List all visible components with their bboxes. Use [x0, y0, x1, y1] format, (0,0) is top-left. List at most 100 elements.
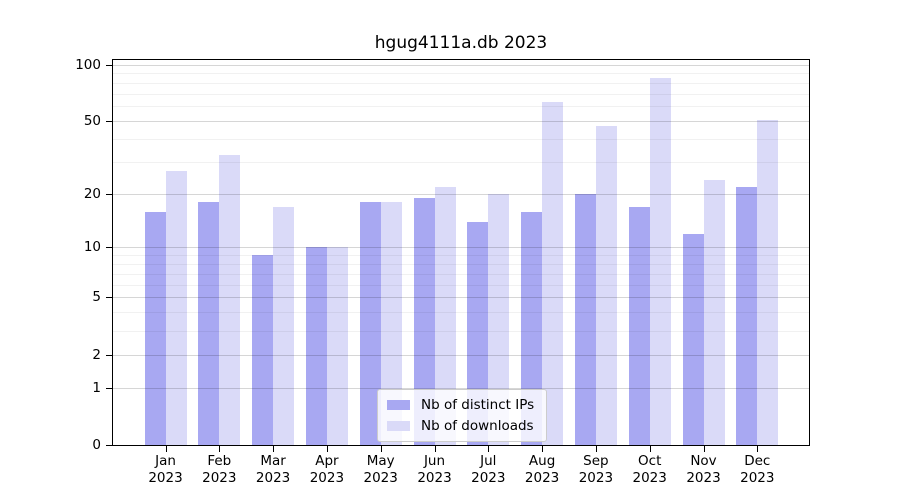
x-tick-jul: [488, 446, 490, 452]
month-label: Dec: [744, 453, 771, 469]
x-tick-may: [380, 446, 382, 452]
bar-downloads-may: [380, 202, 402, 445]
month-label: Sep: [583, 453, 609, 469]
x-tick-nov: [703, 446, 705, 452]
chart-title: hgug4111a.db 2023: [374, 33, 548, 53]
y-tick-label-100: 100: [75, 56, 101, 73]
gridline-minor-80: [113, 82, 809, 84]
x-tick-jan: [165, 446, 167, 452]
gridline-minor-8: [113, 264, 809, 265]
bar-ips-jan: [144, 211, 166, 445]
bar-ips-dec: [736, 186, 758, 445]
x-tick-label-dec: Dec 2023: [728, 453, 786, 487]
x-tick-sep: [595, 446, 597, 452]
bar-ips-oct: [628, 206, 650, 445]
gridline-major-10: [113, 247, 809, 249]
month-label: Jan: [155, 453, 176, 469]
gridline-minor-3: [113, 330, 809, 332]
y-tick-label-50: 50: [83, 113, 101, 130]
bar-ips-sep: [574, 194, 596, 445]
gridline-minor-4: [113, 312, 809, 314]
month-label: Jun: [423, 453, 446, 469]
month-label: Mar: [260, 453, 286, 469]
plot-area: 0 1 2 5 10 20 50 100 Jan 2023 Feb 2023 Mar 2023 Apr 20…: [75, 58, 810, 486]
y-tick-label-10: 10: [83, 239, 101, 256]
gridline-minor-7: [113, 273, 809, 275]
year-label: 2023: [363, 470, 398, 486]
month-label: Jul: [480, 453, 497, 469]
bar-ips-may: [359, 202, 381, 445]
bar-downloads-jan: [165, 170, 187, 445]
gridline-minor-30: [113, 162, 809, 164]
year-label: 2023: [417, 470, 452, 486]
y-tick-label-1: 1: [92, 379, 101, 396]
legend-label-1: Nb of downloads: [421, 418, 534, 434]
gridline-minor-60: [113, 106, 809, 108]
gridline-major-2: [113, 354, 809, 356]
x-tick-label-oct: Oct 2023: [621, 453, 679, 487]
month-label: May: [366, 453, 395, 469]
x-tick-label-apr: Apr 2023: [298, 453, 356, 487]
bar-downloads-jul: [488, 194, 510, 445]
x-tick-mar: [273, 446, 275, 452]
year-label: 2023: [524, 470, 560, 486]
y-tick-100: [106, 64, 112, 66]
year-label: 2023: [202, 470, 237, 486]
bar-downloads-dec: [757, 119, 779, 445]
y-tick-10: [106, 247, 112, 249]
gridline-minor-90: [113, 73, 809, 75]
bar-downloads-nov: [703, 179, 725, 445]
bar-ips-mar: [252, 255, 274, 445]
bar-ips-nov: [682, 233, 704, 445]
x-tick-label-jun: Jun 2023: [406, 453, 464, 487]
year-label: 2023: [255, 470, 291, 486]
bar-ips-apr: [305, 247, 327, 445]
x-tick-label-jul: Jul 2023: [459, 453, 517, 487]
y-tick-label-0: 0: [92, 437, 101, 453]
bar-downloads-jun: [434, 186, 456, 445]
gridline-major-20: [113, 194, 809, 196]
year-label: 2023: [309, 470, 345, 486]
legend: Nb of distinct IPs Nb of downloads: [377, 389, 548, 442]
x-tick-dec: [757, 446, 759, 452]
y-tick-50: [106, 121, 112, 123]
x-tick-jun: [434, 446, 436, 452]
year-label: 2023: [471, 470, 506, 486]
year-label: 2023: [686, 470, 721, 486]
bar-ips-aug: [521, 211, 543, 445]
y-tick-label-20: 20: [83, 186, 101, 203]
bar-downloads-sep: [595, 126, 617, 445]
month-label: Aug: [528, 453, 556, 469]
bar-ips-jun: [413, 198, 435, 445]
legend-item-downloads: Nb of downloads: [387, 418, 534, 434]
y-tick-1: [106, 387, 112, 389]
gridline-major-50: [113, 121, 809, 123]
bar-downloads-apr: [326, 247, 348, 445]
y-tick-2: [106, 354, 112, 356]
x-tick-aug: [542, 446, 544, 452]
legend-label-0: Nb of distinct IPs: [421, 397, 535, 413]
legend-item-distinct-ips: Nb of distinct IPs: [387, 397, 534, 413]
y-tick-label-2: 2: [92, 346, 101, 363]
y-tick-0: [106, 445, 112, 446]
bar-downloads-feb: [219, 154, 241, 445]
x-tick-label-may: May 2023: [352, 453, 410, 487]
x-tick-apr: [326, 446, 328, 452]
bar-downloads-oct: [649, 78, 671, 445]
gridline-minor-9: [113, 255, 809, 257]
x-tick-label-jan: Jan 2023: [137, 453, 195, 487]
bar-ips-feb: [198, 202, 220, 445]
bar-downloads-aug: [542, 102, 564, 445]
gridline-major-5: [113, 297, 809, 299]
gridline-minor-70: [113, 93, 809, 95]
month-label: Apr: [315, 453, 339, 469]
x-tick-feb: [219, 446, 221, 452]
y-tick-5: [106, 297, 112, 299]
legend-swatch-0: [387, 400, 410, 410]
gridline-minor-40: [113, 139, 809, 140]
legend-swatch-1: [387, 421, 410, 431]
x-tick-label-nov: Nov 2023: [675, 453, 733, 487]
gridline-major-1: [113, 387, 809, 389]
month-label: Feb: [207, 453, 232, 469]
